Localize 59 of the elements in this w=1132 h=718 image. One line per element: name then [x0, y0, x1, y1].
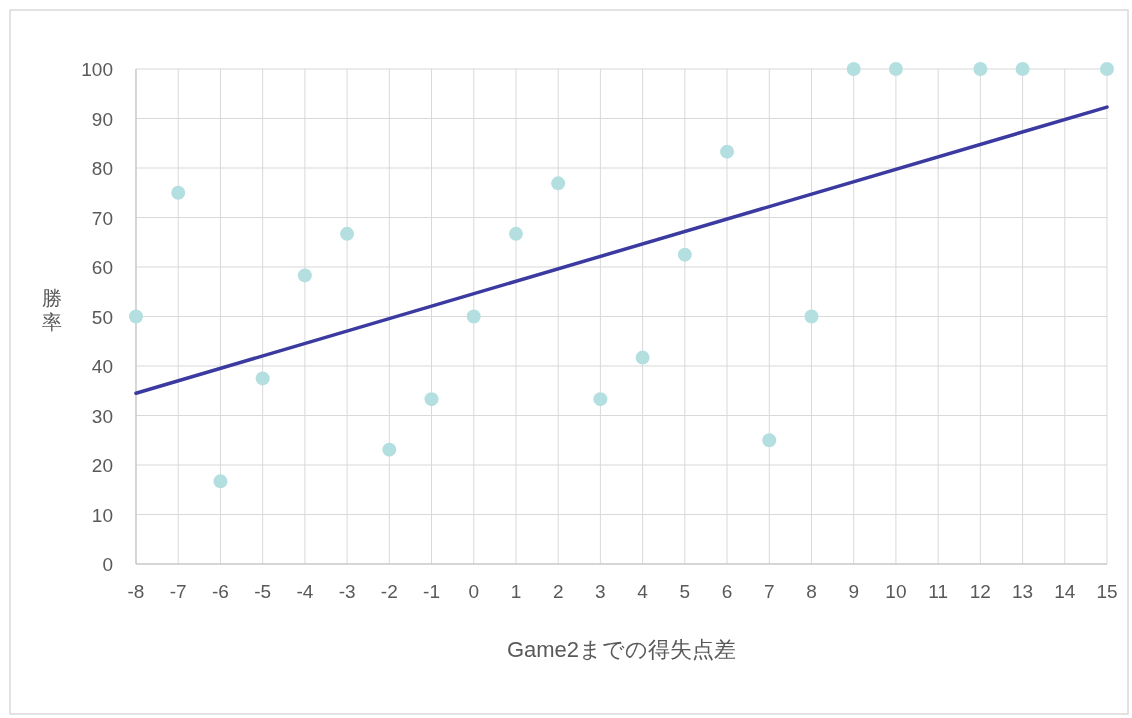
y-tick-label: 100: [81, 59, 113, 80]
x-tick-label: -8: [127, 581, 145, 602]
x-tick-label: -1: [423, 581, 440, 602]
x-tick-label: 15: [1096, 581, 1118, 602]
x-tick-label: 0: [468, 581, 480, 602]
point: [508, 226, 523, 241]
point: [762, 433, 777, 448]
point: [635, 350, 650, 365]
x-tick-label: 3: [595, 581, 606, 602]
x-tick-label: 12: [969, 581, 991, 602]
x-tick-label: 13: [1011, 581, 1034, 602]
point: [171, 185, 186, 200]
x-tick-label: 1: [510, 581, 522, 602]
y-tick-label: 10: [91, 504, 113, 526]
x-tick-label: 7: [763, 581, 775, 602]
x-tick-label: 10: [885, 581, 907, 602]
x-axis-title: Game2までの得失点差: [506, 637, 737, 662]
x-tick-label: -7: [169, 581, 187, 602]
x-tick-label: 6: [721, 581, 733, 602]
y-tick-label: 40: [91, 356, 113, 377]
x-tick-label: 5: [679, 581, 691, 602]
point: [255, 371, 270, 386]
point: [466, 309, 481, 324]
x-tick-label: -2: [380, 581, 398, 602]
point: [129, 309, 143, 324]
point: [804, 309, 819, 324]
x-tick-label: 11: [928, 581, 948, 602]
point: [720, 144, 735, 159]
x-tick-label: 14: [1054, 581, 1076, 602]
x-tick-label: 8: [806, 581, 817, 602]
y-tick-label: 0: [102, 554, 113, 575]
point: [424, 392, 439, 407]
point: [888, 62, 903, 76]
point: [382, 442, 397, 457]
point: [677, 247, 692, 262]
point: [593, 392, 608, 407]
point: [1015, 62, 1030, 76]
y-tick-label: 60: [91, 257, 113, 278]
y-tick-label: 30: [91, 405, 113, 427]
x-tick-label: 4: [637, 581, 649, 602]
point: [213, 474, 228, 489]
point: [973, 62, 988, 76]
x-tick-label: -6: [211, 581, 229, 602]
y-tick-label: 70: [91, 207, 113, 229]
y-tick-label: 50: [91, 306, 113, 328]
y-tick-label: 20: [91, 455, 113, 476]
x-tick-label: 2: [552, 581, 564, 602]
point: [340, 226, 355, 241]
y-axis-title: 勝率: [42, 287, 62, 333]
y-tick-label: 80: [91, 158, 113, 179]
point: [297, 268, 312, 283]
y-tick-label: 90: [91, 108, 113, 130]
x-tick-label: 9: [848, 581, 859, 602]
x-tick-label: -3: [338, 581, 356, 602]
x-tick-label: -5: [254, 581, 272, 602]
point: [846, 62, 861, 76]
point: [1100, 62, 1114, 76]
point: [551, 176, 566, 191]
x-tick-label: -4: [296, 581, 314, 602]
